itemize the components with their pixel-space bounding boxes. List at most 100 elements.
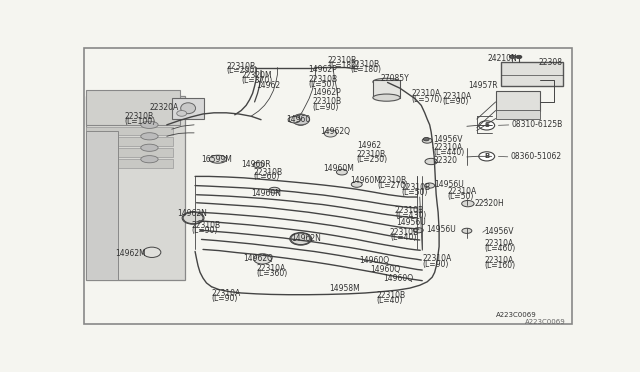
Ellipse shape [209,155,227,163]
Text: (L=40): (L=40) [376,296,403,305]
Text: (L=360): (L=360) [256,269,287,278]
Text: 22310A: 22310A [256,264,285,273]
Text: (L=290): (L=290) [227,67,257,76]
Text: 14960Q: 14960Q [370,265,400,274]
Ellipse shape [269,187,280,193]
Text: 14957R: 14957R [468,81,497,90]
Text: (L=90): (L=90) [211,295,238,304]
Text: 14962P: 14962P [308,65,337,74]
Text: 22310B: 22310B [376,291,406,300]
Text: 14956U: 14956U [396,218,426,227]
Ellipse shape [461,201,474,207]
Text: B: B [484,153,490,159]
Ellipse shape [373,78,400,86]
Text: 22310B: 22310B [125,112,154,121]
Text: 14962P: 14962P [312,88,341,97]
Text: 14962Q: 14962Q [244,254,274,263]
Ellipse shape [425,183,435,188]
Ellipse shape [288,116,300,123]
Text: 22310B: 22310B [312,97,341,106]
Ellipse shape [324,130,337,137]
Text: 14962Q: 14962Q [321,127,351,136]
Text: A223C0069: A223C0069 [495,312,536,318]
Circle shape [509,55,513,58]
Bar [86,148,173,157]
Text: (L=250): (L=250) [356,155,388,164]
Circle shape [290,232,312,245]
Text: 14960N: 14960N [251,189,281,198]
Text: (L=90): (L=90) [442,97,468,106]
Text: (L=570): (L=570) [412,94,443,103]
Text: (L=370): (L=370) [241,76,273,85]
Circle shape [182,212,204,224]
Bar [86,131,118,279]
Text: 14962: 14962 [356,141,381,150]
Text: 22310A: 22310A [442,92,471,101]
Text: 22310B: 22310B [227,62,255,71]
Ellipse shape [177,110,187,116]
Text: 14960: 14960 [286,115,310,124]
Bar [495,91,540,111]
Circle shape [479,121,495,130]
Ellipse shape [413,228,423,233]
Ellipse shape [253,162,264,168]
Text: (L=60): (L=60) [253,173,280,182]
Text: 14956V: 14956V [433,135,463,144]
Text: 14956U: 14956U [435,180,465,189]
Text: 22320A: 22320A [150,103,179,112]
Text: 22310A: 22310A [484,239,513,248]
Text: (L=460): (L=460) [484,244,515,253]
Text: 22310B: 22310B [390,228,419,237]
Ellipse shape [141,144,158,151]
Ellipse shape [180,103,196,114]
Text: 22310B: 22310B [356,150,386,158]
Text: 22310A: 22310A [447,187,476,196]
Text: S: S [484,122,489,128]
Text: 27085Y: 27085Y [380,74,409,83]
Text: 14960M: 14960M [350,176,381,185]
Text: 14956U: 14956U [426,225,456,234]
Text: 14956V: 14956V [484,227,514,236]
Bar [86,96,185,279]
Text: (L=440): (L=440) [433,148,465,157]
Text: 22310B: 22310B [378,176,407,185]
Text: 22310B: 22310B [308,75,337,84]
Bar [495,110,540,119]
Text: 24210N: 24210N [488,54,518,64]
Circle shape [292,115,310,125]
Text: 14960Q: 14960Q [383,273,413,283]
Ellipse shape [141,133,158,140]
Text: 22320M: 22320M [241,71,272,80]
Text: 14962M: 14962M [115,249,145,258]
Text: (L=270): (L=270) [378,181,409,190]
Circle shape [509,55,515,58]
Text: (L=50): (L=50) [447,192,474,201]
Ellipse shape [425,158,437,165]
Circle shape [143,247,161,257]
Text: 22310A: 22310A [412,89,440,99]
Text: 14960R: 14960R [241,160,271,169]
Text: 22310A: 22310A [422,254,451,263]
Ellipse shape [141,155,158,163]
Text: 14960Q: 14960Q [359,256,389,265]
Text: 22310A: 22310A [211,289,241,298]
Text: 08360-51062: 08360-51062 [511,153,562,161]
Ellipse shape [141,121,158,128]
Text: 22310B: 22310B [191,221,221,230]
Bar [86,137,173,146]
Text: (L=160): (L=160) [484,261,515,270]
Bar [500,62,563,86]
Text: 22310B: 22310B [253,168,283,177]
Text: 16599M: 16599M [202,155,232,164]
Bar [86,159,173,168]
Text: 22310B: 22310B [395,206,424,215]
Text: 22320: 22320 [433,156,457,165]
Text: A223C0069: A223C0069 [525,319,566,325]
Text: 14962N: 14962N [291,234,321,243]
Bar [86,126,173,135]
Text: (L=50): (L=50) [401,188,428,197]
Bar [86,90,180,125]
Circle shape [516,55,522,59]
Text: 14958M: 14958M [329,284,360,293]
Ellipse shape [462,228,472,233]
